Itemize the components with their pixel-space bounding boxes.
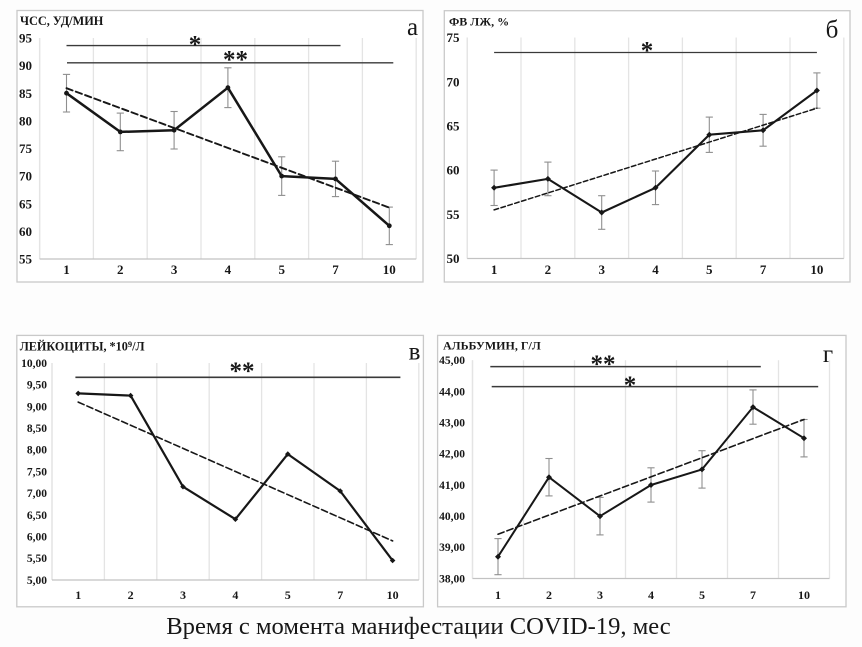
svg-text:8,00: 8,00 xyxy=(27,445,47,457)
svg-text:6,00: 6,00 xyxy=(27,532,47,544)
svg-text:ЛЕЙКОЦИТЫ, *109/Л: ЛЕЙКОЦИТЫ, *109/Л xyxy=(20,339,145,354)
svg-text:5: 5 xyxy=(699,588,705,602)
svg-text:50: 50 xyxy=(447,251,460,266)
svg-text:4: 4 xyxy=(225,262,232,277)
svg-text:3: 3 xyxy=(598,262,605,277)
svg-text:60: 60 xyxy=(447,163,460,178)
svg-text:44,00: 44,00 xyxy=(439,386,465,398)
svg-text:7: 7 xyxy=(750,588,756,602)
svg-text:2: 2 xyxy=(128,588,134,602)
svg-text:3: 3 xyxy=(171,262,178,277)
svg-text:75: 75 xyxy=(447,30,461,45)
svg-text:43,00: 43,00 xyxy=(439,418,465,430)
svg-text:40,00: 40,00 xyxy=(439,511,465,523)
svg-text:10: 10 xyxy=(387,588,399,602)
svg-text:45,00: 45,00 xyxy=(439,355,465,367)
svg-text:10: 10 xyxy=(383,262,396,277)
svg-text:в: в xyxy=(409,339,421,366)
svg-text:2: 2 xyxy=(117,262,124,277)
svg-text:75: 75 xyxy=(19,141,33,156)
svg-text:1: 1 xyxy=(63,262,70,277)
svg-text:7: 7 xyxy=(332,262,339,277)
svg-text:7: 7 xyxy=(337,588,343,602)
svg-text:41,00: 41,00 xyxy=(439,480,465,492)
svg-text:10: 10 xyxy=(798,588,810,602)
svg-text:**: ** xyxy=(223,46,248,73)
svg-text:б: б xyxy=(826,17,839,44)
svg-text:55: 55 xyxy=(447,207,461,222)
svg-text:90: 90 xyxy=(19,58,32,73)
svg-text:1: 1 xyxy=(495,588,501,602)
svg-text:Время с момента манифестации C: Время с момента манифестации COVID-19, м… xyxy=(166,613,671,640)
svg-text:5: 5 xyxy=(285,588,291,602)
svg-text:65: 65 xyxy=(447,119,461,134)
svg-text:5,00: 5,00 xyxy=(27,575,47,587)
svg-text:42,00: 42,00 xyxy=(439,449,465,461)
svg-text:70: 70 xyxy=(447,74,460,89)
svg-text:*: * xyxy=(624,372,637,399)
svg-text:5: 5 xyxy=(278,262,285,277)
svg-text:г: г xyxy=(823,341,833,368)
svg-text:4: 4 xyxy=(648,588,654,602)
svg-text:55: 55 xyxy=(19,252,33,267)
svg-text:85: 85 xyxy=(19,86,33,101)
svg-text:10,00: 10,00 xyxy=(21,358,47,370)
svg-text:5: 5 xyxy=(706,262,713,277)
svg-text:7,50: 7,50 xyxy=(27,466,47,478)
svg-text:1: 1 xyxy=(491,262,498,277)
svg-text:6,50: 6,50 xyxy=(27,510,47,522)
svg-text:5,50: 5,50 xyxy=(27,553,47,565)
svg-text:80: 80 xyxy=(19,114,32,129)
svg-text:3: 3 xyxy=(597,588,603,602)
svg-text:70: 70 xyxy=(19,169,32,184)
svg-text:**: ** xyxy=(591,351,616,378)
svg-text:2: 2 xyxy=(545,262,552,277)
svg-text:ЧСС, УД/МИН: ЧСС, УД/МИН xyxy=(20,14,104,28)
svg-text:9,50: 9,50 xyxy=(27,380,47,392)
svg-text:ФВ ЛЖ, %: ФВ ЛЖ, % xyxy=(449,14,509,28)
svg-text:АЛЬБУМИН, Г/Л: АЛЬБУМИН, Г/Л xyxy=(443,339,541,353)
svg-text:4: 4 xyxy=(232,588,238,602)
svg-text:а: а xyxy=(407,14,418,41)
svg-text:8,50: 8,50 xyxy=(27,423,47,435)
svg-text:38,00: 38,00 xyxy=(439,573,465,585)
svg-text:95: 95 xyxy=(19,31,33,46)
svg-text:9,00: 9,00 xyxy=(27,401,47,413)
svg-text:7,00: 7,00 xyxy=(27,488,47,500)
svg-text:1: 1 xyxy=(75,588,81,602)
svg-text:10: 10 xyxy=(810,262,823,277)
svg-text:4: 4 xyxy=(652,262,659,277)
svg-text:7: 7 xyxy=(760,262,767,277)
svg-text:**: ** xyxy=(230,358,255,385)
svg-text:39,00: 39,00 xyxy=(439,542,465,554)
svg-text:*: * xyxy=(641,37,654,64)
svg-text:2: 2 xyxy=(546,588,552,602)
svg-text:*: * xyxy=(189,32,202,59)
svg-text:60: 60 xyxy=(19,224,32,239)
svg-text:3: 3 xyxy=(180,588,186,602)
svg-text:65: 65 xyxy=(19,196,33,211)
